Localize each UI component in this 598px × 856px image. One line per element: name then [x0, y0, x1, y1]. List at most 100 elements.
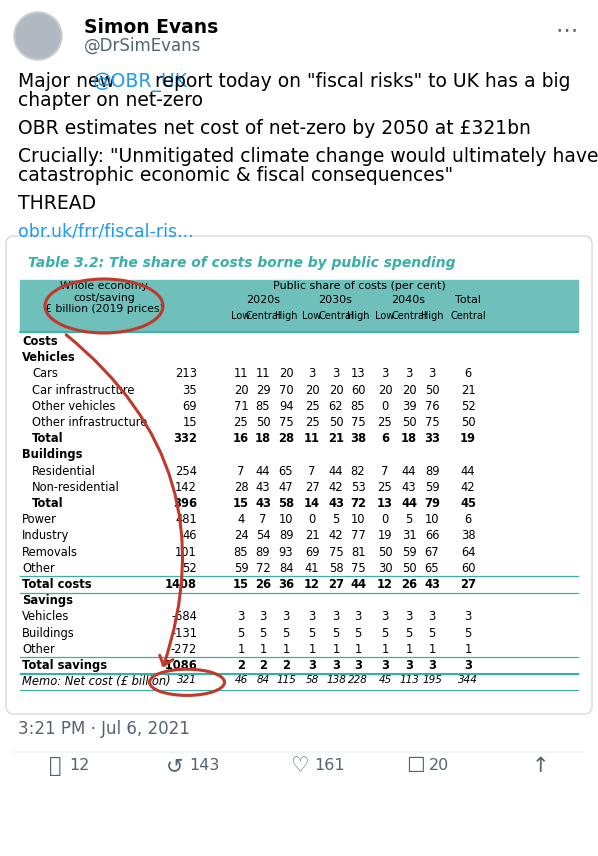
- Text: 89: 89: [279, 529, 293, 543]
- Text: 0: 0: [382, 514, 389, 526]
- Text: 7: 7: [260, 514, 267, 526]
- Text: 143: 143: [189, 758, 219, 774]
- Text: 20: 20: [234, 383, 248, 396]
- Text: 5: 5: [405, 514, 413, 526]
- Text: 11: 11: [304, 432, 320, 445]
- Text: 20: 20: [329, 383, 343, 396]
- Text: 44: 44: [460, 465, 475, 478]
- Text: 12: 12: [69, 758, 89, 774]
- Text: -684: -684: [171, 610, 197, 623]
- Text: 344: 344: [458, 675, 478, 685]
- Text: 10: 10: [425, 514, 440, 526]
- Text: 3: 3: [332, 610, 340, 623]
- Text: 3: 3: [428, 610, 436, 623]
- Text: 75: 75: [350, 562, 365, 574]
- Text: @DrSimEvans: @DrSimEvans: [84, 37, 202, 55]
- Text: 67: 67: [425, 545, 440, 559]
- Text: 5: 5: [428, 627, 436, 639]
- Text: 28: 28: [278, 432, 294, 445]
- Text: 1: 1: [382, 643, 389, 656]
- Text: report today on "fiscal risks" to UK has a big: report today on "fiscal risks" to UK has…: [149, 72, 570, 91]
- Text: 11: 11: [234, 367, 248, 380]
- Text: 7: 7: [237, 465, 245, 478]
- Text: 142: 142: [175, 481, 197, 494]
- Text: 1: 1: [428, 643, 435, 656]
- Text: 20: 20: [402, 383, 416, 396]
- Text: 64: 64: [460, 545, 475, 559]
- Text: 42: 42: [329, 481, 343, 494]
- Text: Total: Total: [32, 432, 63, 445]
- Text: 20: 20: [429, 758, 449, 774]
- Text: 101: 101: [175, 545, 197, 559]
- Text: 25: 25: [234, 416, 248, 429]
- FancyArrowPatch shape: [66, 335, 182, 665]
- Text: 93: 93: [279, 545, 293, 559]
- Text: 3: 3: [282, 610, 289, 623]
- Text: High: High: [274, 311, 297, 321]
- Text: 321: 321: [177, 675, 197, 685]
- Text: Whole economy
cost/saving
£ billion (2019 prices): Whole economy cost/saving £ billion (201…: [45, 281, 163, 314]
- Text: 65: 65: [425, 562, 440, 574]
- Text: Other: Other: [22, 643, 55, 656]
- Text: 72: 72: [350, 497, 366, 510]
- Text: Other infrastructure: Other infrastructure: [32, 416, 147, 429]
- Text: High: High: [421, 311, 443, 321]
- Text: 44: 44: [350, 578, 366, 591]
- Text: 5: 5: [282, 627, 289, 639]
- Text: 21: 21: [328, 432, 344, 445]
- Text: 58: 58: [278, 497, 294, 510]
- Text: 70: 70: [279, 383, 293, 396]
- Text: 43: 43: [424, 578, 440, 591]
- Text: Vehicles: Vehicles: [22, 610, 69, 623]
- Text: 6: 6: [381, 432, 389, 445]
- Text: Savings: Savings: [22, 594, 73, 607]
- Text: 52: 52: [460, 400, 475, 413]
- Text: 228: 228: [348, 675, 368, 685]
- Text: 59: 59: [234, 562, 248, 574]
- Text: 82: 82: [350, 465, 365, 478]
- Text: 19: 19: [460, 432, 476, 445]
- Text: 2: 2: [237, 659, 245, 672]
- Text: 6: 6: [465, 514, 472, 526]
- Text: 35: 35: [182, 383, 197, 396]
- Text: 5: 5: [464, 627, 472, 639]
- Text: @OBR_UK: @OBR_UK: [93, 72, 188, 92]
- Text: 46: 46: [182, 529, 197, 543]
- Text: 24: 24: [234, 529, 248, 543]
- Text: 18: 18: [255, 432, 271, 445]
- Text: 50: 50: [402, 562, 416, 574]
- Text: 1: 1: [260, 643, 267, 656]
- Text: 42: 42: [329, 529, 343, 543]
- Text: 28: 28: [234, 481, 248, 494]
- Text: Low: Low: [376, 311, 395, 321]
- Text: 53: 53: [350, 481, 365, 494]
- Text: 66: 66: [425, 529, 440, 543]
- Text: Buildings: Buildings: [22, 627, 75, 639]
- Text: 43: 43: [328, 497, 344, 510]
- Text: 75: 75: [329, 545, 343, 559]
- Text: 75: 75: [279, 416, 294, 429]
- Text: 84: 84: [279, 562, 293, 574]
- Text: Other: Other: [22, 562, 55, 574]
- Text: 3: 3: [332, 367, 340, 380]
- Text: 54: 54: [256, 529, 270, 543]
- Text: 75: 75: [425, 416, 440, 429]
- Text: Crucially: "Unmitigated climate change would ultimately have: Crucially: "Unmitigated climate change w…: [18, 147, 598, 166]
- Text: 27: 27: [460, 578, 476, 591]
- Text: OBR estimates net cost of net-zero by 2050 at £321bn: OBR estimates net cost of net-zero by 20…: [18, 119, 531, 138]
- Text: 5: 5: [405, 627, 413, 639]
- Text: 59: 59: [402, 545, 416, 559]
- Text: 115: 115: [276, 675, 296, 685]
- Text: 3: 3: [308, 659, 316, 672]
- Text: 3: 3: [237, 610, 245, 623]
- Text: 161: 161: [314, 758, 344, 774]
- Text: High: High: [347, 311, 369, 321]
- Text: 25: 25: [304, 400, 319, 413]
- Text: 84: 84: [257, 675, 270, 685]
- Text: 45: 45: [379, 675, 392, 685]
- Text: 43: 43: [402, 481, 416, 494]
- Text: 33: 33: [424, 432, 440, 445]
- Text: 10: 10: [351, 514, 365, 526]
- Text: 3: 3: [464, 659, 472, 672]
- Text: 5: 5: [260, 627, 267, 639]
